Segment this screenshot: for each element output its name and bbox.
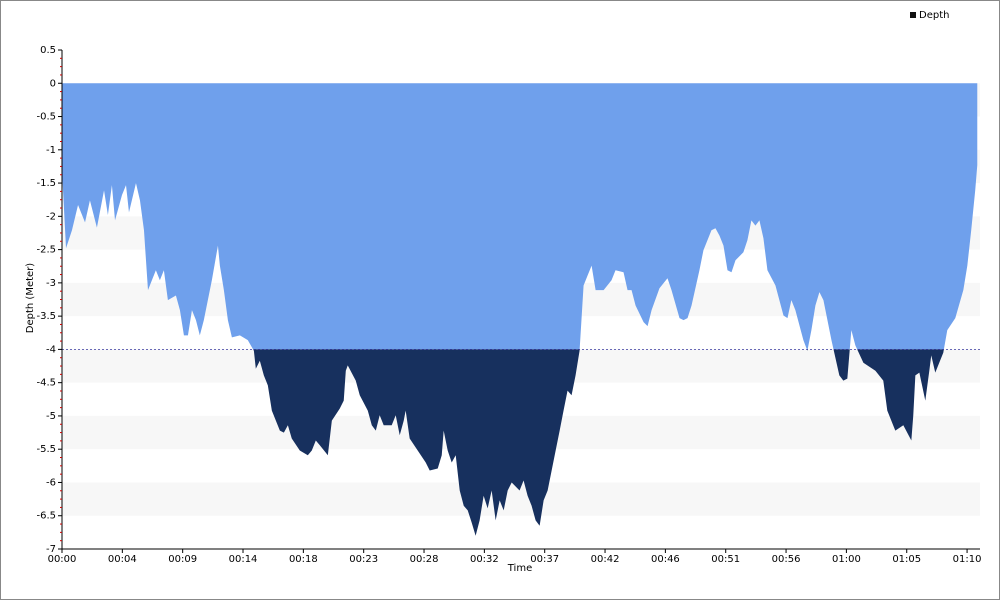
x-tick-label: 00:56	[772, 554, 801, 565]
y-tick-label: -6.5	[36, 511, 56, 522]
y-tick-label: -7	[46, 544, 56, 555]
y-tick-label: -3.5	[36, 311, 56, 322]
x-tick-label: 00:46	[651, 554, 680, 565]
y-tick-label: -5.5	[36, 444, 56, 455]
y-tick-label: -6	[46, 477, 56, 488]
y-tick-label: -0.5	[36, 112, 56, 123]
x-tick-label: 00:09	[168, 554, 197, 565]
x-tick-label: 01:00	[832, 554, 861, 565]
y-tick-label: -4	[46, 344, 56, 355]
x-tick-label: 00:37	[530, 554, 559, 565]
x-tick-label: 00:32	[470, 554, 499, 565]
y-tick-label: 0.5	[40, 45, 56, 56]
x-tick-label: 00:00	[48, 554, 77, 565]
area-below	[253, 349, 944, 536]
area-above	[62, 83, 978, 350]
x-axis-title: Time	[507, 563, 532, 574]
legend-label: Depth	[919, 10, 949, 21]
y-tick-label: -1	[46, 145, 56, 156]
y-tick-label: -5	[46, 411, 56, 422]
band	[62, 482, 980, 516]
y-tick-label: -2.5	[36, 245, 56, 256]
x-tick-label: 00:42	[591, 554, 620, 565]
y-axis-title: Depth (Meter)	[25, 263, 36, 334]
x-tick-label: 00:23	[349, 554, 378, 565]
x-tick-label: 00:04	[108, 554, 137, 565]
y-tick-label: -1.5	[36, 178, 56, 189]
x-tick-label: 00:14	[229, 554, 258, 565]
y-tick-label: 0	[50, 78, 56, 89]
legend-swatch	[910, 12, 916, 18]
x-tick-label: 01:05	[892, 554, 921, 565]
x-tick-label: 01:10	[953, 554, 982, 565]
x-tick-label: 00:18	[289, 554, 318, 565]
x-tick-label: 00:28	[410, 554, 439, 565]
y-tick-label: -3	[46, 278, 56, 289]
y-tick-label: -2	[46, 211, 56, 222]
y-tick-label: -4.5	[36, 378, 56, 389]
x-tick-label: 00:51	[711, 554, 740, 565]
